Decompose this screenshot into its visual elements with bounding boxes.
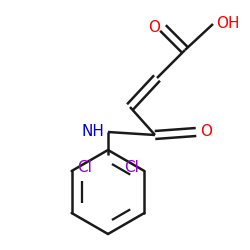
Text: Cl: Cl: [124, 160, 139, 176]
Text: NH: NH: [81, 124, 104, 140]
Text: OH: OH: [216, 16, 240, 32]
Text: O: O: [200, 124, 212, 140]
Text: O: O: [148, 20, 160, 36]
Text: Cl: Cl: [77, 160, 92, 176]
